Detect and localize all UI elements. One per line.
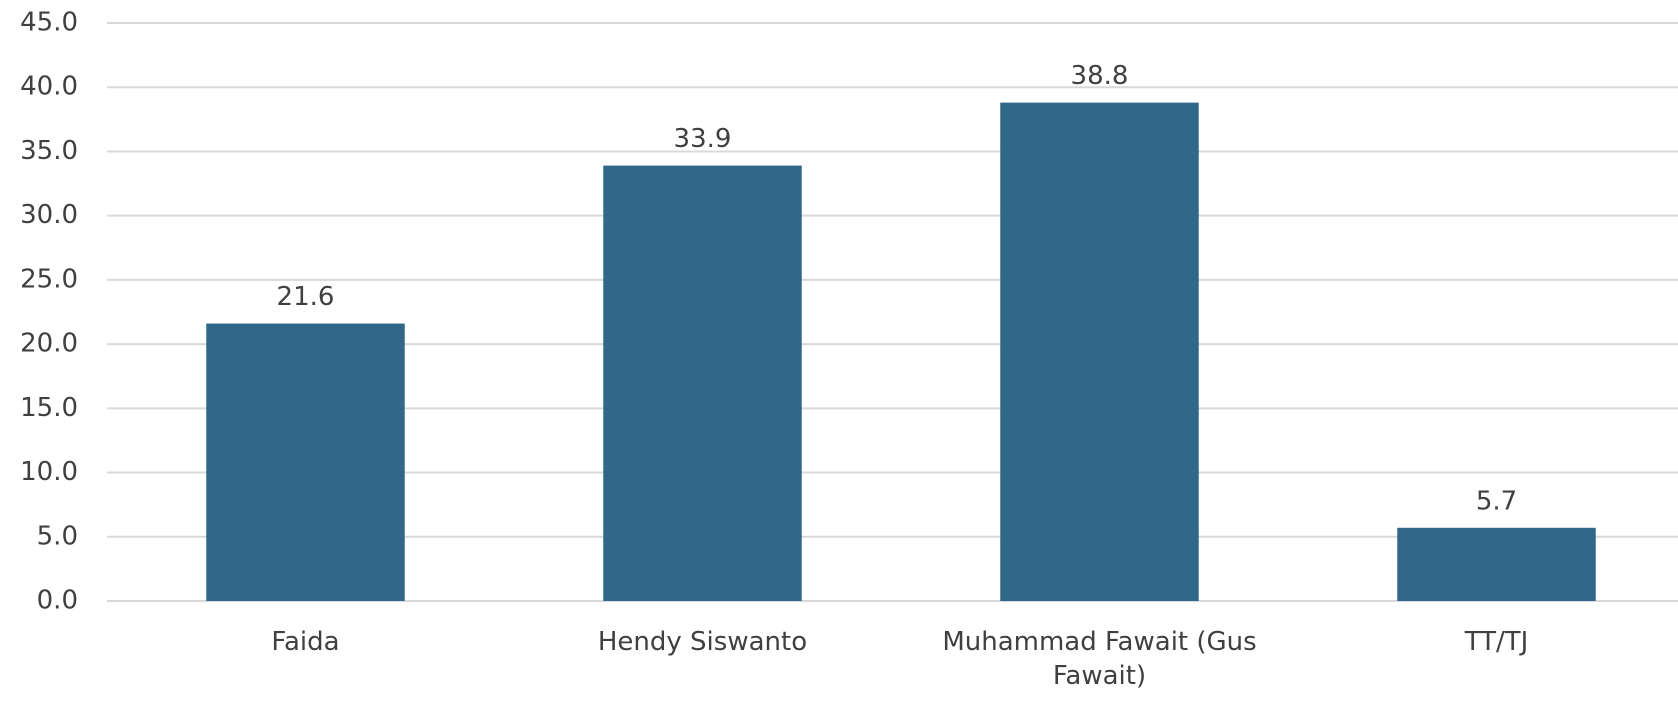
y-tick-label: 30.0 <box>20 200 78 230</box>
bar <box>603 165 802 601</box>
data-label: 38.8 <box>1071 61 1129 91</box>
bar <box>1000 102 1199 601</box>
data-label: 21.6 <box>277 282 335 312</box>
x-tick-label: Faida <box>271 627 340 657</box>
y-tick-label: 10.0 <box>20 457 78 487</box>
y-tick-label: 40.0 <box>20 72 78 102</box>
y-tick-label: 35.0 <box>20 136 78 166</box>
data-label: 5.7 <box>1476 486 1517 516</box>
data-label: 33.9 <box>674 124 732 154</box>
x-tick-label: Muhammad Fawait (Gus Fawait) <box>942 627 1257 691</box>
y-tick-label: 15.0 <box>20 393 78 423</box>
y-tick-label: 20.0 <box>20 329 78 359</box>
y-tick-label: 0.0 <box>37 586 78 616</box>
bar <box>1397 527 1596 601</box>
x-tick-label: Hendy Siswanto <box>597 627 808 657</box>
x-tick-label: TT/TJ <box>1464 627 1529 657</box>
bar <box>206 323 405 601</box>
y-tick-label: 45.0 <box>20 8 78 38</box>
y-tick-label: 25.0 <box>20 264 78 294</box>
y-tick-label: 5.0 <box>37 521 78 551</box>
